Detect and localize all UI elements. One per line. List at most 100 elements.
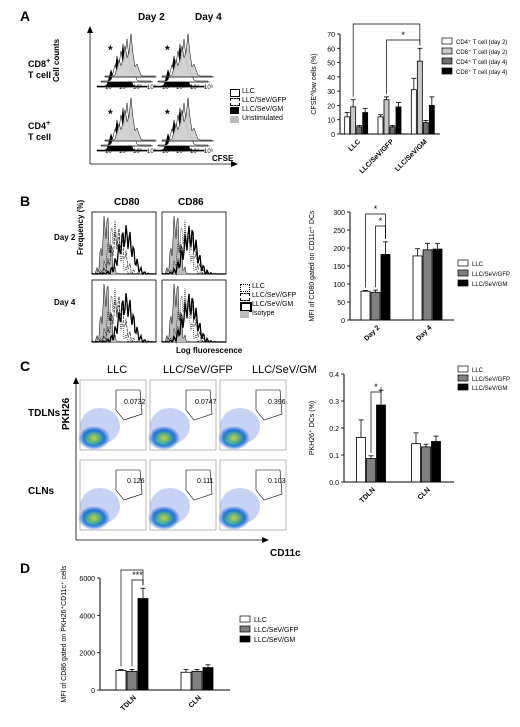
legend-item: LLC <box>242 88 255 95</box>
bar <box>411 443 421 483</box>
panel-a-day2: Day 2 <box>138 12 165 23</box>
significance-bracket <box>120 569 144 667</box>
peak-marker: * <box>165 107 170 121</box>
panel-c-col-gfp: LLC/SeV/GFP <box>163 364 233 376</box>
cfse-histogram: * <box>153 33 214 88</box>
significance-bracket <box>386 39 421 94</box>
bar <box>422 122 429 135</box>
flow-dotplot <box>78 459 147 531</box>
y-axis-label: MFI of CD80 gated on CD11c⁺ DCs <box>308 210 316 321</box>
category-label: Day 4 <box>415 324 433 342</box>
cfse-histogram: * <box>153 97 214 152</box>
legend-label: LLC/SeV/GM <box>472 386 507 392</box>
y-tick-label: 20 <box>327 103 335 110</box>
y-tick-label: 10 <box>327 118 335 125</box>
y-tick-label: 200 <box>333 246 345 253</box>
tick-label: 10⁰ <box>105 148 115 155</box>
bar <box>383 99 390 135</box>
panel-b-histograms <box>91 211 227 344</box>
bar <box>362 112 369 135</box>
y-tick-label: 4000 <box>79 613 95 620</box>
bar <box>350 106 357 135</box>
panel-c-bar-chart: 0.0 0.1 0.2 0.3 0.4 PKH26⁺ DCs (%) TDLN CLN * LLC… <box>308 365 510 505</box>
significance-bracket <box>131 579 144 667</box>
category-label: CLN <box>188 694 203 709</box>
flow-histogram <box>91 211 157 276</box>
significance-marker: * <box>379 216 383 226</box>
bar <box>202 667 214 691</box>
tick-label: 10⁰ <box>162 84 172 91</box>
y-tick-label: 0.4 <box>329 372 339 379</box>
flow-dotplot <box>78 379 147 451</box>
bar <box>410 89 417 135</box>
significance-bracket <box>375 225 386 288</box>
legend-swatch <box>457 269 469 277</box>
legend-swatch <box>441 57 453 65</box>
y-tick-label: 40 <box>327 75 335 82</box>
y-tick-label: 100 <box>333 282 345 289</box>
cfse-histogram: * <box>96 97 157 152</box>
panel-d-label: D <box>20 560 31 576</box>
bar <box>395 106 402 135</box>
legend-swatch <box>441 47 453 55</box>
y-tick-label: 0 <box>91 688 95 695</box>
bar <box>389 126 396 135</box>
bar <box>380 254 391 321</box>
legend-swatch <box>457 365 469 373</box>
gate-value: 0.111 <box>197 478 214 485</box>
legend-label: LLC/SeV/GFP <box>472 272 510 278</box>
y-tick-label: 30 <box>327 89 335 96</box>
legend-label: CD4⁺ T cell (day 2) <box>456 39 507 46</box>
tick-label: 10⁰ <box>105 84 115 91</box>
bar <box>137 598 149 691</box>
gate-value: 0.103 <box>268 478 286 485</box>
legend-item: Unstimulated <box>242 115 283 122</box>
tick-label: 10² <box>133 149 142 155</box>
bar <box>431 441 441 483</box>
y-tick-label: 50 <box>337 300 345 307</box>
category-label: LLC/SeV/GFP <box>359 138 396 175</box>
panel-c-row-tdln: TDLNs <box>28 408 61 419</box>
legend-swatch <box>239 615 251 623</box>
legend-item: LLC/SeV/GFP <box>252 292 297 299</box>
panel-a-row-cd4: CD4+ T cell <box>28 118 52 142</box>
panel-a-histograms: * * * * 10⁰ 10¹ 10² 10³ 10⁰ 10¹ 10² 10³ 10⁰ 10¹ 10² 10³… <box>87 26 238 167</box>
y-tick-label: 6000 <box>79 576 95 583</box>
panel-c-xaxis: CD11c <box>270 548 301 559</box>
y-tick-label: 50 <box>327 61 335 68</box>
bar <box>421 446 431 483</box>
panel-c-label: C <box>20 358 31 374</box>
legend-label: LLC <box>472 368 484 374</box>
gate-value: 0.126 <box>127 478 145 485</box>
legend-label: LLC/SeV/GFP <box>254 627 299 634</box>
legend-label: CD4⁺ T cell (day 4) <box>456 59 507 66</box>
panel-c-row-cln: CLNs <box>28 486 55 497</box>
bar <box>360 290 371 321</box>
bar <box>115 670 127 691</box>
tick-label: 10² <box>133 85 142 91</box>
y-tick-label: 250 <box>333 228 345 235</box>
gate-value: 0.396 <box>268 399 286 406</box>
legend-swatch <box>239 635 251 643</box>
legend-item: LLC/SeV/GM <box>242 106 284 113</box>
legend-swatch <box>457 259 469 267</box>
tick-label: 10¹ <box>176 85 185 91</box>
legend-swatch <box>441 67 453 75</box>
category-label: LLC <box>348 138 363 153</box>
legend-label: LLC/SeV/GM <box>254 637 295 644</box>
panel-b-bar-chart: 0 50 100 150 200 250 300 MFI of CD80 gated on C… <box>308 204 510 343</box>
tick-label: 10³ <box>204 85 213 91</box>
tick-label: 10¹ <box>176 149 185 155</box>
significance-marker: *** <box>132 570 143 580</box>
flow-dotplot <box>148 459 217 531</box>
bar <box>422 249 433 321</box>
legend-label: CD8⁺ T cell (day 2) <box>456 49 507 56</box>
significance-marker: * <box>374 382 378 392</box>
panel-b-label: B <box>20 193 31 209</box>
y-tick-label: 0.3 <box>329 399 339 406</box>
bar <box>432 248 443 321</box>
bar <box>370 291 381 321</box>
y-tick-label: 0.1 <box>329 453 339 460</box>
panel-b-cd86: CD86 <box>178 197 204 208</box>
